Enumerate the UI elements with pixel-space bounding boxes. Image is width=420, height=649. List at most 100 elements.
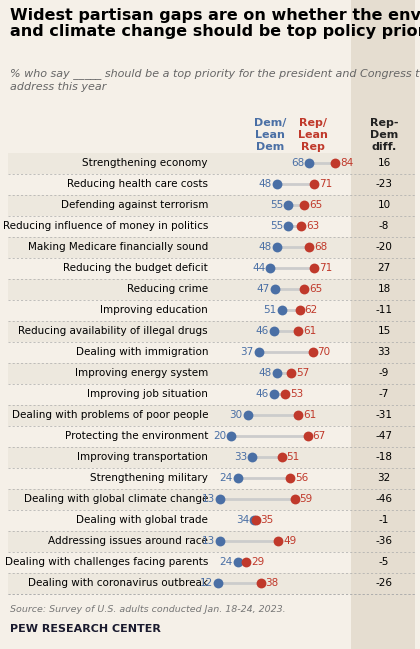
Text: 48: 48 xyxy=(258,242,272,252)
Text: Making Medicare financially sound: Making Medicare financially sound xyxy=(28,242,208,252)
Text: 67: 67 xyxy=(312,431,326,441)
Text: 61: 61 xyxy=(303,326,316,336)
Text: 33: 33 xyxy=(234,452,247,462)
Bar xyxy=(8,236,351,258)
Text: and climate change should be top policy priorities: and climate change should be top policy … xyxy=(10,24,420,39)
Point xyxy=(332,158,339,168)
Bar xyxy=(8,552,351,572)
Bar xyxy=(351,195,415,215)
Bar xyxy=(8,426,351,447)
Text: Improving energy system: Improving energy system xyxy=(75,368,208,378)
Text: 71: 71 xyxy=(319,179,332,189)
Point xyxy=(285,221,291,231)
Bar xyxy=(351,299,415,321)
Point xyxy=(255,347,262,357)
Bar xyxy=(8,153,351,173)
Bar xyxy=(351,572,415,593)
Point xyxy=(249,452,256,462)
Point xyxy=(311,179,318,190)
Text: Reducing health care costs: Reducing health care costs xyxy=(67,179,208,189)
Text: 13: 13 xyxy=(202,536,215,546)
Text: 53: 53 xyxy=(290,389,303,399)
Text: 49: 49 xyxy=(284,536,297,546)
Text: 12: 12 xyxy=(200,578,213,588)
Text: 55: 55 xyxy=(270,200,283,210)
Point xyxy=(272,284,278,294)
Text: 48: 48 xyxy=(258,179,272,189)
Text: -20: -20 xyxy=(375,242,392,252)
Point xyxy=(215,578,222,588)
Bar xyxy=(8,258,351,278)
Point xyxy=(311,263,318,273)
Text: 65: 65 xyxy=(310,284,323,294)
Bar xyxy=(351,489,415,509)
Point xyxy=(273,179,280,190)
Text: 24: 24 xyxy=(220,557,233,567)
Point xyxy=(306,158,312,168)
Text: 70: 70 xyxy=(318,347,331,357)
Point xyxy=(275,536,282,546)
Text: Dealing with coronavirus outbreak: Dealing with coronavirus outbreak xyxy=(28,578,208,588)
Text: 71: 71 xyxy=(319,263,332,273)
Text: -36: -36 xyxy=(375,536,393,546)
Text: Rep/
Lean
Rep: Rep/ Lean Rep xyxy=(298,118,328,152)
Point xyxy=(217,494,223,504)
Text: -8: -8 xyxy=(379,221,389,231)
Text: 63: 63 xyxy=(306,221,319,231)
Text: Dealing with immigration: Dealing with immigration xyxy=(76,347,208,357)
Text: 29: 29 xyxy=(251,557,264,567)
Text: Improving education: Improving education xyxy=(100,305,208,315)
Bar xyxy=(8,384,351,404)
Text: Strengthening military: Strengthening military xyxy=(90,473,208,483)
Text: Reducing the budget deficit: Reducing the budget deficit xyxy=(63,263,208,273)
Text: Reducing influence of money in politics: Reducing influence of money in politics xyxy=(3,221,208,231)
Bar xyxy=(351,404,415,426)
Point xyxy=(286,473,293,484)
Text: 38: 38 xyxy=(265,578,279,588)
Point xyxy=(278,452,285,462)
Text: 59: 59 xyxy=(299,494,313,504)
Point xyxy=(288,368,295,378)
Bar xyxy=(351,236,415,258)
Bar xyxy=(8,404,351,426)
Bar xyxy=(8,509,351,530)
Text: Widest partisan gaps are on whether the environment: Widest partisan gaps are on whether the … xyxy=(10,8,420,23)
Point xyxy=(291,494,298,504)
Point xyxy=(273,242,280,252)
Text: 13: 13 xyxy=(202,494,215,504)
Text: -31: -31 xyxy=(375,410,393,420)
Text: Protecting the environment: Protecting the environment xyxy=(65,431,208,441)
Point xyxy=(296,305,303,315)
Point xyxy=(298,221,304,231)
Bar xyxy=(351,426,415,447)
Text: 56: 56 xyxy=(295,473,308,483)
Text: 55: 55 xyxy=(270,221,283,231)
Text: 33: 33 xyxy=(378,347,391,357)
Bar xyxy=(351,384,415,404)
Text: 46: 46 xyxy=(255,326,268,336)
Text: -23: -23 xyxy=(375,179,393,189)
Text: Defending against terrorism: Defending against terrorism xyxy=(60,200,208,210)
Text: 46: 46 xyxy=(255,389,268,399)
Text: Reducing availability of illegal drugs: Reducing availability of illegal drugs xyxy=(18,326,208,336)
Point xyxy=(234,557,241,567)
Text: 10: 10 xyxy=(378,200,391,210)
Point xyxy=(306,242,312,252)
Point xyxy=(257,578,264,588)
Text: 57: 57 xyxy=(297,368,310,378)
Text: 65: 65 xyxy=(310,200,323,210)
Point xyxy=(228,431,235,441)
Bar xyxy=(351,173,415,195)
Text: -47: -47 xyxy=(375,431,393,441)
Text: 32: 32 xyxy=(378,473,391,483)
Text: -5: -5 xyxy=(379,557,389,567)
Bar xyxy=(8,447,351,467)
Bar xyxy=(351,341,415,363)
Point xyxy=(251,515,257,525)
Text: Dem/
Lean
Dem: Dem/ Lean Dem xyxy=(254,118,286,152)
Point xyxy=(285,200,291,210)
Text: -11: -11 xyxy=(375,305,393,315)
Bar xyxy=(8,489,351,509)
Text: 15: 15 xyxy=(378,326,391,336)
Point xyxy=(281,389,288,399)
